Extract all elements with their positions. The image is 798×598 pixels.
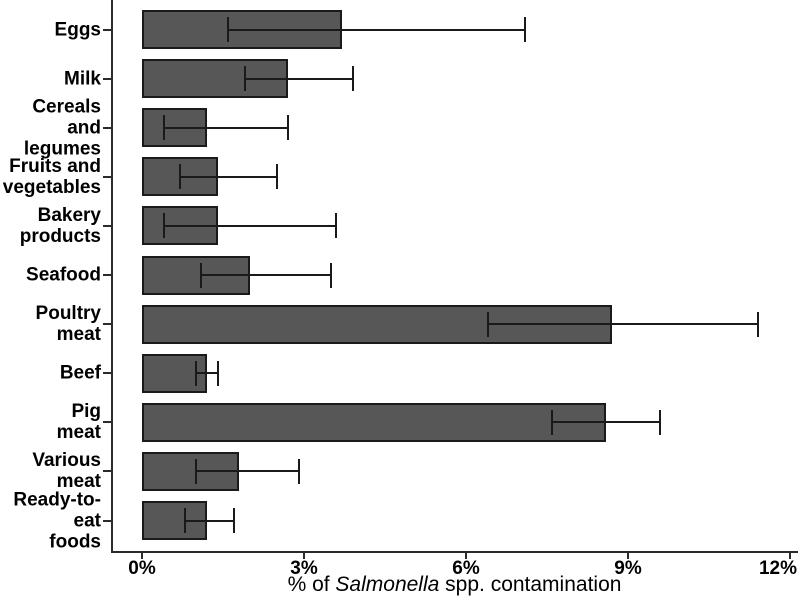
x-axis-title-prefix: % of bbox=[287, 573, 336, 596]
category-tick bbox=[103, 323, 111, 326]
x-tick bbox=[465, 553, 467, 559]
category-label: Cereals and legumes bbox=[23, 96, 101, 160]
error-bar-line bbox=[179, 175, 277, 178]
category-tick bbox=[103, 126, 111, 129]
error-bar-cap-high bbox=[351, 66, 354, 92]
category-tick bbox=[103, 175, 111, 178]
x-tick bbox=[303, 553, 305, 559]
error-bar-line bbox=[196, 470, 299, 473]
category-label: Ready-to-eat foods bbox=[13, 489, 101, 552]
error-bar-cap-high bbox=[276, 164, 278, 190]
x-tick-label: 0% bbox=[128, 558, 156, 579]
error-bar-cap-low bbox=[551, 409, 554, 435]
error-bar-cap-high bbox=[330, 262, 332, 288]
category-tick bbox=[103, 421, 111, 424]
category-label: Bakery products bbox=[19, 204, 101, 247]
category-label: Various meat bbox=[32, 450, 101, 493]
error-bar-cap-high bbox=[232, 508, 235, 533]
x-tick bbox=[789, 553, 791, 559]
x-tick-label: 12% bbox=[758, 558, 797, 579]
x-tick-label: 6% bbox=[452, 558, 480, 579]
error-bar-line bbox=[487, 323, 758, 326]
category-tick bbox=[103, 28, 111, 31]
category-tick bbox=[103, 224, 111, 227]
x-tick-label: 9% bbox=[614, 558, 642, 579]
error-bar-cap-high bbox=[216, 360, 219, 386]
error-bar-cap-low bbox=[162, 213, 165, 239]
category-tick bbox=[103, 519, 111, 522]
error-bar-cap-low bbox=[486, 311, 489, 337]
error-bar-cap-high bbox=[286, 115, 289, 141]
bar bbox=[142, 402, 607, 442]
x-axis-line bbox=[111, 551, 798, 553]
error-bar-line bbox=[163, 224, 337, 227]
x-axis-title: % of Salmonella spp. contamination bbox=[111, 573, 798, 597]
error-bar-cap-low bbox=[227, 17, 230, 42]
category-tick bbox=[103, 274, 111, 276]
error-bar-cap-low bbox=[243, 66, 246, 92]
category-label: Poultry meat bbox=[35, 303, 101, 346]
error-bar-cap-low bbox=[195, 458, 197, 484]
error-bar-line bbox=[163, 126, 288, 129]
error-bar-cap-high bbox=[335, 213, 338, 239]
error-bar-cap-low bbox=[162, 115, 165, 141]
error-bar-cap-high bbox=[297, 458, 300, 484]
error-bar-cap-high bbox=[524, 17, 527, 42]
error-bar-cap-high bbox=[659, 409, 662, 435]
error-bar-cap-low bbox=[184, 508, 187, 533]
x-axis-title-italic: Salmonella bbox=[335, 573, 440, 596]
category-tick bbox=[103, 77, 111, 80]
error-bar-cap-high bbox=[756, 311, 759, 337]
error-bar-cap-low bbox=[178, 164, 181, 190]
x-tick bbox=[141, 553, 143, 559]
category-tick bbox=[103, 372, 111, 375]
error-bar-line bbox=[201, 274, 331, 276]
error-bar-line bbox=[244, 77, 353, 80]
x-axis-title-suffix: spp. contamination bbox=[439, 573, 622, 596]
error-bar-cap-low bbox=[200, 262, 203, 288]
error-bar-line bbox=[552, 421, 661, 424]
error-bar-line bbox=[228, 28, 526, 31]
x-tick-label: 3% bbox=[290, 558, 318, 579]
category-label: Fruits and vegetables bbox=[2, 155, 101, 198]
error-bar-line bbox=[185, 519, 234, 522]
category-label: Pig meat bbox=[56, 401, 101, 444]
category-tick bbox=[103, 470, 111, 473]
category-label: Milk bbox=[64, 68, 101, 90]
error-bar-cap-low bbox=[195, 360, 197, 386]
category-label: Seafood bbox=[26, 264, 101, 286]
y-axis-line bbox=[111, 0, 113, 553]
category-label: Eggs bbox=[54, 19, 101, 40]
x-tick bbox=[627, 553, 629, 559]
error-bar-line bbox=[196, 372, 218, 375]
category-label: Beef bbox=[59, 362, 101, 384]
